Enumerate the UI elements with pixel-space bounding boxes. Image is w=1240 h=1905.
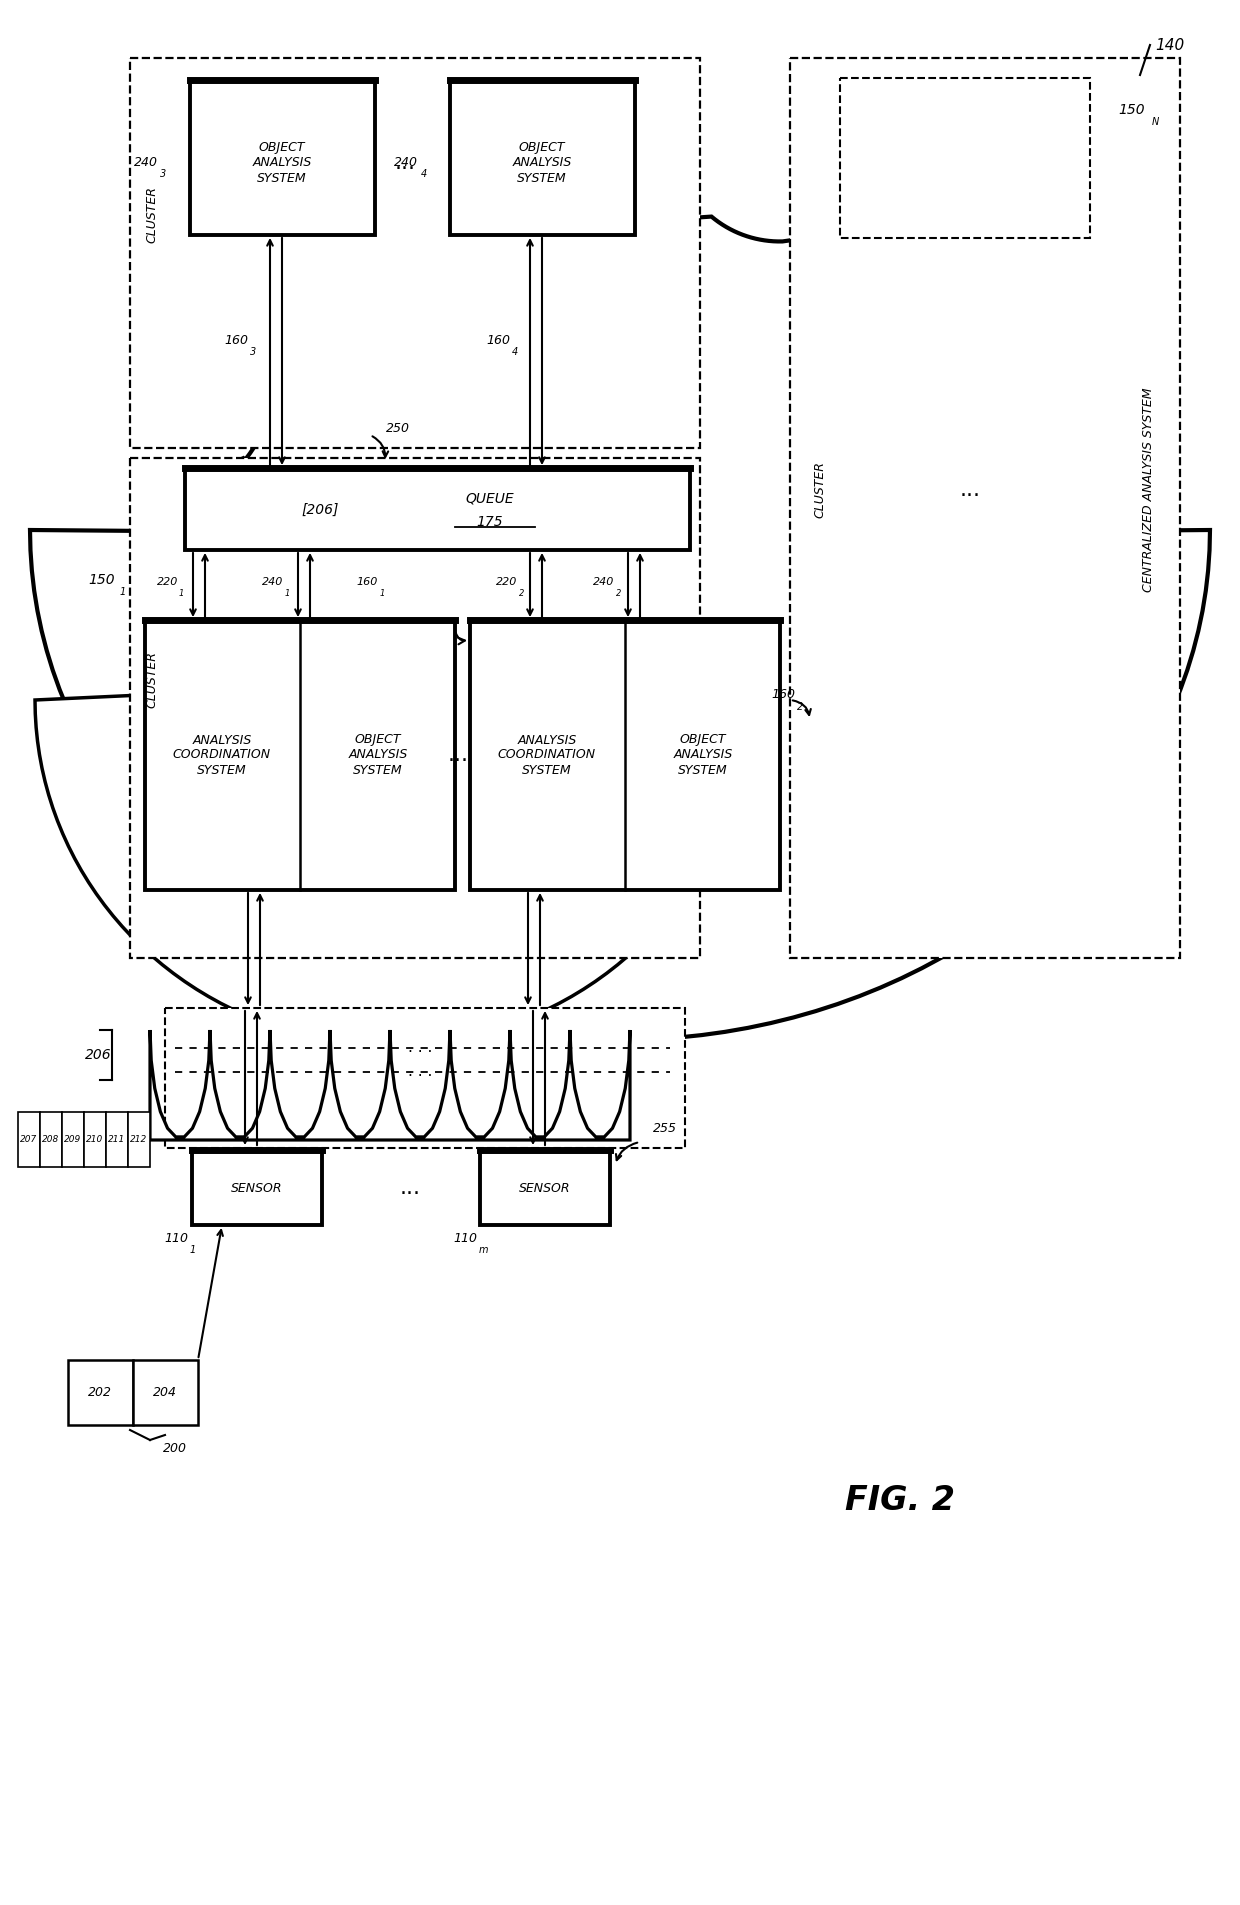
Text: 3: 3 xyxy=(250,347,257,356)
Text: 240: 240 xyxy=(394,156,418,168)
Text: OBJECT
ANALYSIS
SYSTEM: OBJECT ANALYSIS SYSTEM xyxy=(512,141,572,185)
FancyBboxPatch shape xyxy=(40,1113,62,1168)
Text: [206]: [206] xyxy=(301,503,339,516)
Text: 150: 150 xyxy=(1118,103,1145,116)
FancyBboxPatch shape xyxy=(480,1151,610,1225)
Text: 240: 240 xyxy=(262,577,283,587)
Text: 160: 160 xyxy=(357,577,378,587)
Text: 160: 160 xyxy=(771,688,795,701)
Text: OBJECT
ANALYSIS
SYSTEM: OBJECT ANALYSIS SYSTEM xyxy=(348,733,408,777)
FancyBboxPatch shape xyxy=(790,57,1180,958)
Text: ...: ... xyxy=(448,745,469,766)
Text: CLUSTER: CLUSTER xyxy=(145,652,159,709)
Text: ANALYSIS
COORDINATION
SYSTEM: ANALYSIS COORDINATION SYSTEM xyxy=(172,733,272,777)
Text: 140: 140 xyxy=(1154,38,1184,53)
Text: 207: 207 xyxy=(20,1135,37,1145)
Text: CENTRALIZED ANALYSIS SYSTEM: CENTRALIZED ANALYSIS SYSTEM xyxy=(1142,389,1154,592)
Text: N: N xyxy=(1152,116,1159,128)
FancyBboxPatch shape xyxy=(128,1113,150,1168)
Text: 211: 211 xyxy=(108,1135,125,1145)
FancyBboxPatch shape xyxy=(470,619,780,890)
FancyBboxPatch shape xyxy=(62,1113,84,1168)
Text: ...: ... xyxy=(399,1177,420,1198)
Text: 1: 1 xyxy=(179,589,185,598)
Text: ...: ... xyxy=(394,152,415,173)
Text: 204: 204 xyxy=(153,1385,177,1398)
FancyBboxPatch shape xyxy=(185,469,689,551)
Text: ...: ... xyxy=(960,480,981,499)
Text: FIG. 2: FIG. 2 xyxy=(844,1484,955,1516)
FancyBboxPatch shape xyxy=(130,57,701,448)
Text: 1: 1 xyxy=(120,587,126,596)
FancyBboxPatch shape xyxy=(68,1360,133,1425)
FancyBboxPatch shape xyxy=(19,1113,40,1168)
Text: 240: 240 xyxy=(134,156,157,168)
Text: ANALYSIS
COORDINATION
SYSTEM: ANALYSIS COORDINATION SYSTEM xyxy=(498,733,596,777)
Text: 212: 212 xyxy=(130,1135,148,1145)
Text: 2: 2 xyxy=(616,589,621,598)
Text: 175: 175 xyxy=(476,514,503,530)
Text: 160: 160 xyxy=(486,333,510,347)
Text: 208: 208 xyxy=(42,1135,60,1145)
Text: 150: 150 xyxy=(88,573,114,587)
Text: CLUSTER: CLUSTER xyxy=(145,187,159,244)
Text: 4: 4 xyxy=(422,170,428,179)
PathPatch shape xyxy=(35,480,745,1046)
Text: 1: 1 xyxy=(285,589,290,598)
Text: 2: 2 xyxy=(520,589,525,598)
Text: m: m xyxy=(479,1246,489,1255)
FancyBboxPatch shape xyxy=(190,80,374,234)
Text: SENSOR: SENSOR xyxy=(520,1181,570,1194)
Text: OBJECT
ANALYSIS
SYSTEM: OBJECT ANALYSIS SYSTEM xyxy=(673,733,733,777)
Text: 3: 3 xyxy=(160,170,166,179)
FancyBboxPatch shape xyxy=(192,1151,322,1225)
FancyBboxPatch shape xyxy=(165,1008,684,1149)
FancyBboxPatch shape xyxy=(133,1360,198,1425)
Text: 110: 110 xyxy=(164,1231,188,1244)
PathPatch shape xyxy=(150,1031,630,1139)
Text: 160: 160 xyxy=(224,333,248,347)
Text: 240: 240 xyxy=(593,577,614,587)
FancyBboxPatch shape xyxy=(839,78,1090,238)
Text: 210: 210 xyxy=(87,1135,104,1145)
Text: 206: 206 xyxy=(86,1048,112,1061)
Text: 200: 200 xyxy=(162,1442,187,1455)
Text: QUEUE: QUEUE xyxy=(466,491,515,505)
Text: SENSOR: SENSOR xyxy=(231,1181,283,1194)
Text: 110: 110 xyxy=(453,1231,477,1244)
FancyBboxPatch shape xyxy=(450,80,635,234)
FancyBboxPatch shape xyxy=(84,1113,105,1168)
PathPatch shape xyxy=(30,210,1210,1040)
Text: . . .: . . . xyxy=(408,1065,433,1080)
Text: 1: 1 xyxy=(190,1246,196,1255)
Text: 220: 220 xyxy=(496,577,517,587)
Text: OBJECT
ANALYSIS
SYSTEM: OBJECT ANALYSIS SYSTEM xyxy=(253,141,311,185)
FancyBboxPatch shape xyxy=(130,457,701,958)
Text: 2: 2 xyxy=(797,703,804,712)
FancyBboxPatch shape xyxy=(145,619,455,890)
Text: 1: 1 xyxy=(379,589,386,598)
Text: . . .: . . . xyxy=(408,1040,433,1055)
Text: 202: 202 xyxy=(88,1385,112,1398)
Text: 250: 250 xyxy=(386,421,410,434)
Text: 4: 4 xyxy=(512,347,518,356)
FancyBboxPatch shape xyxy=(105,1113,128,1168)
Text: 209: 209 xyxy=(64,1135,82,1145)
Text: 255: 255 xyxy=(653,1122,677,1135)
Text: CLUSTER: CLUSTER xyxy=(813,461,827,518)
Text: 220: 220 xyxy=(156,577,179,587)
